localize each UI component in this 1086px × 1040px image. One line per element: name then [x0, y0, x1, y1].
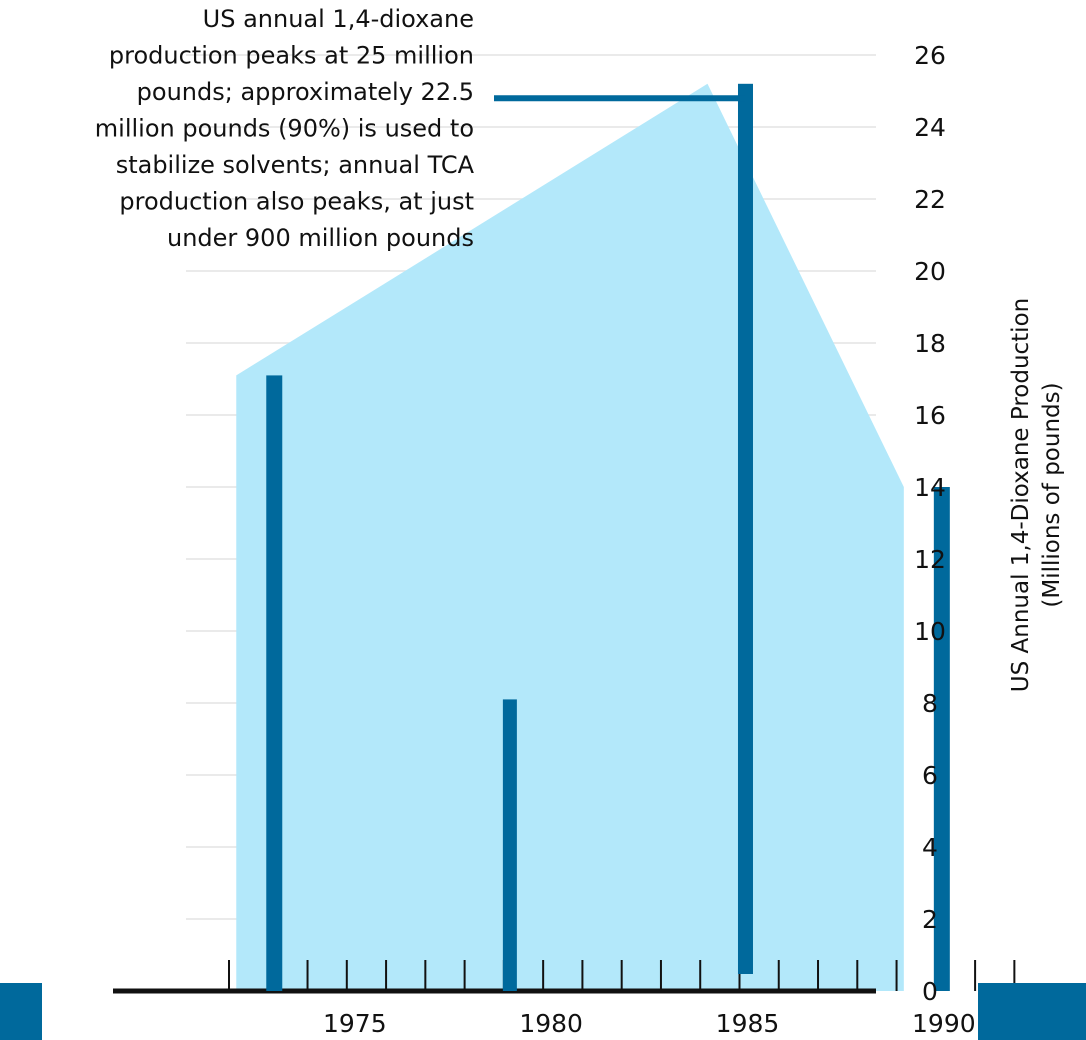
y-tick-label-0: 0: [922, 977, 938, 1006]
y-tick-label-6: 6: [922, 761, 938, 790]
y-tick-label-12: 12: [914, 545, 946, 574]
annotation-line: stabilize solvents; annual TCA: [116, 151, 475, 179]
x-tick-label-1985: 1985: [716, 1009, 780, 1038]
x-tick-label-1990: 1990: [912, 1009, 976, 1038]
y-tick-label-18: 18: [914, 329, 946, 358]
y-tick-label-22: 22: [914, 185, 946, 214]
y-tick-label-16: 16: [914, 401, 946, 430]
y-tick-label-26: 26: [914, 41, 946, 70]
peak-annotation: US annual 1,4-dioxane production peaks at…: [95, 5, 746, 252]
annotation-line: under 900 million pounds: [167, 224, 474, 252]
y-axis-title-line: (Millions of pounds): [1039, 382, 1065, 607]
bar-1973: [266, 375, 283, 991]
x-tick-label-1980: 1980: [519, 1009, 583, 1038]
annotation-line: production also peaks, at just: [119, 188, 474, 216]
x-tick-label-1975: 1975: [323, 1009, 387, 1038]
bar-1979: [502, 699, 517, 991]
y-tick-label-14: 14: [914, 473, 946, 502]
y-tick-label-4: 4: [922, 833, 938, 862]
y-tick-label-2: 2: [922, 905, 938, 934]
annotation-text: US annual 1,4-dioxane production peaks at…: [95, 5, 475, 252]
y-tick-label-10: 10: [914, 617, 946, 646]
production-area: [236, 83, 904, 992]
annotation-line: production peaks at 25 million: [109, 42, 474, 70]
annotation-line: pounds; approximately 22.5: [137, 78, 474, 106]
annotation-line: US annual 1,4-dioxane: [203, 5, 474, 33]
y-tick-label-20: 20: [914, 257, 946, 286]
bar-1985: [737, 83, 753, 975]
corner-block-left: [0, 983, 42, 1040]
bars: [266, 83, 950, 991]
annotation-line: million pounds (90%) is used to: [95, 115, 474, 143]
y-tick-label-24: 24: [914, 113, 946, 142]
x-axis: 1975 1980 1985 1990: [113, 960, 1016, 1038]
y-axis-title-line: US Annual 1,4-Dioxane Production: [1008, 298, 1034, 692]
corner-block-right: [978, 983, 1086, 1040]
y-axis-title: US Annual 1,4-Dioxane Production (Million…: [1008, 298, 1065, 692]
bar-1990: [933, 487, 950, 991]
y-tick-label-8: 8: [922, 689, 938, 718]
